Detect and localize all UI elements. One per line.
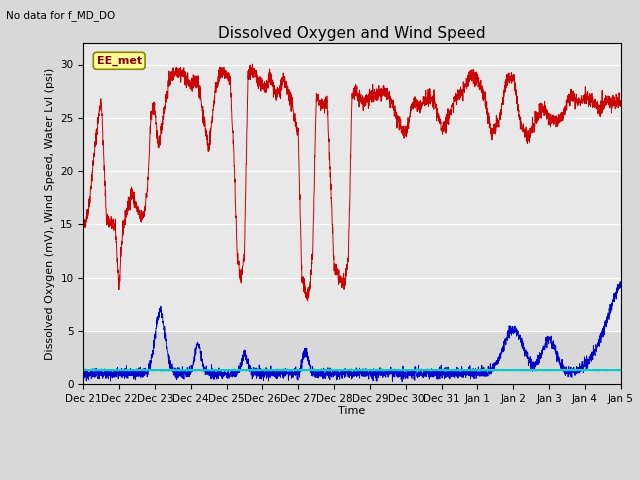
ws	[79, 375, 87, 381]
DisOxy	[309, 231, 317, 237]
X-axis label: Time: Time	[339, 407, 365, 417]
ws	[141, 372, 148, 378]
DisOxy	[79, 225, 87, 230]
DisOxy	[173, 73, 180, 79]
DisOxy	[549, 112, 557, 118]
DisOxy	[607, 96, 614, 102]
DisOxy	[248, 61, 256, 67]
ws	[398, 379, 406, 384]
DisOxy	[617, 99, 625, 105]
WaterLevel	[79, 368, 87, 373]
WaterLevel	[141, 367, 148, 373]
ws	[617, 284, 625, 289]
Line: WaterLevel: WaterLevel	[83, 370, 621, 371]
DisOxy	[141, 207, 148, 213]
WaterLevel	[285, 367, 293, 373]
ws	[173, 369, 180, 374]
DisOxy	[304, 298, 312, 304]
WaterLevel	[173, 367, 180, 373]
Line: ws: ws	[83, 282, 621, 382]
ws	[607, 304, 614, 310]
Line: DisOxy: DisOxy	[83, 64, 621, 301]
WaterLevel	[309, 367, 317, 373]
WaterLevel	[239, 367, 247, 372]
WaterLevel	[617, 367, 625, 373]
Text: No data for f_MD_DO: No data for f_MD_DO	[6, 10, 116, 21]
DisOxy	[285, 102, 293, 108]
Bar	[83, 43, 621, 331]
Text: EE_met: EE_met	[97, 56, 142, 66]
Bar	[83, 331, 621, 384]
WaterLevel	[474, 368, 481, 374]
WaterLevel	[549, 367, 557, 372]
ws	[616, 279, 624, 285]
WaterLevel	[607, 367, 614, 373]
ws	[309, 363, 317, 369]
Title: Dissolved Oxygen and Wind Speed: Dissolved Oxygen and Wind Speed	[218, 25, 486, 41]
Y-axis label: Dissolved Oxygen (mV), Wind Speed, Water Lvl (psi): Dissolved Oxygen (mV), Wind Speed, Water…	[45, 68, 54, 360]
ws	[548, 339, 556, 345]
ws	[285, 371, 293, 376]
